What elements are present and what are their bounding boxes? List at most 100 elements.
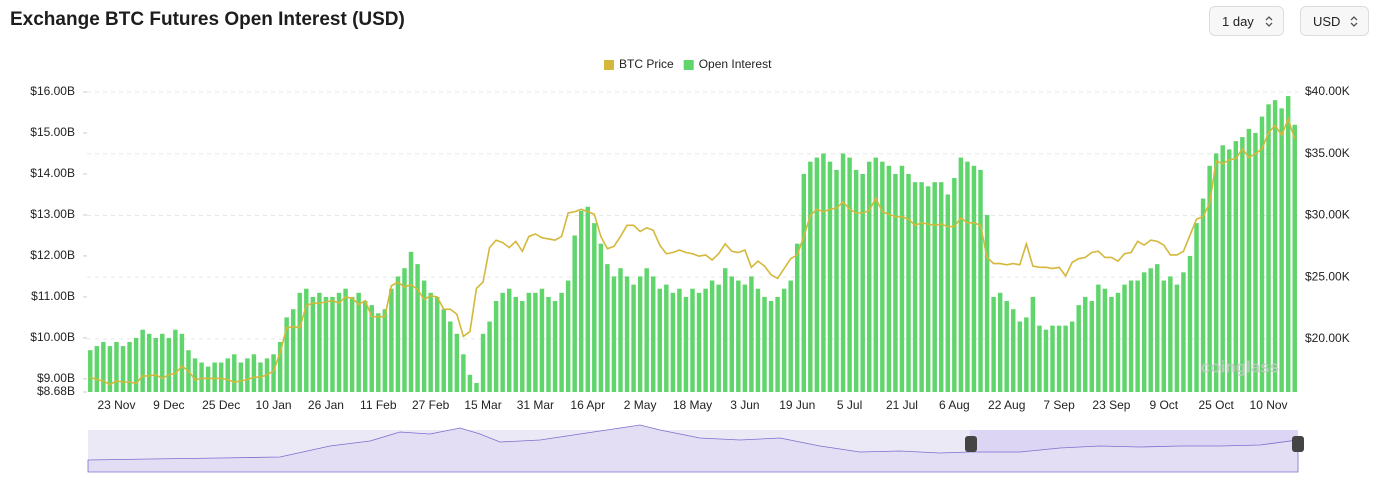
currency-select[interactable]: USD bbox=[1300, 6, 1369, 36]
bar bbox=[965, 161, 970, 392]
navigator-handle[interactable] bbox=[965, 436, 977, 452]
bar bbox=[284, 317, 289, 392]
y2-tick-label: $20.00K bbox=[1305, 331, 1350, 345]
x-tick-label: 11 Feb bbox=[360, 398, 397, 412]
page-title: Exchange BTC Futures Open Interest (USD) bbox=[10, 9, 405, 30]
bar bbox=[487, 321, 492, 392]
bar bbox=[939, 182, 944, 392]
bar bbox=[945, 194, 951, 392]
bar bbox=[160, 333, 165, 392]
bar bbox=[1030, 296, 1036, 392]
bar bbox=[513, 296, 518, 392]
bar bbox=[912, 182, 918, 392]
bar bbox=[94, 346, 100, 392]
bar bbox=[1011, 309, 1016, 392]
bar bbox=[749, 276, 754, 392]
bar bbox=[899, 165, 905, 392]
bar bbox=[853, 169, 859, 392]
bar bbox=[880, 161, 885, 392]
bar bbox=[631, 284, 636, 392]
bar bbox=[317, 292, 322, 392]
bar bbox=[402, 268, 407, 392]
bar bbox=[441, 309, 446, 392]
bar bbox=[107, 346, 113, 392]
bar bbox=[539, 288, 545, 392]
bar bbox=[421, 280, 427, 392]
bar bbox=[788, 280, 793, 392]
bar bbox=[467, 374, 473, 392]
bar bbox=[369, 305, 374, 392]
bar bbox=[245, 358, 250, 392]
bar bbox=[709, 280, 715, 392]
bar bbox=[1194, 223, 1199, 392]
bar bbox=[795, 243, 800, 392]
interval-label: 1 day bbox=[1222, 13, 1254, 29]
bar bbox=[382, 309, 388, 392]
bar bbox=[1148, 268, 1153, 392]
bar bbox=[644, 268, 649, 392]
bar bbox=[690, 288, 695, 392]
y2-tick-label: $30.00K bbox=[1305, 208, 1350, 222]
bar bbox=[1043, 329, 1049, 392]
bar bbox=[1187, 255, 1193, 392]
bar bbox=[755, 288, 761, 392]
bar bbox=[297, 292, 302, 392]
y2-tick-label: $25.00K bbox=[1305, 269, 1350, 283]
bar bbox=[814, 157, 820, 392]
y2-tick-label: $35.00K bbox=[1305, 146, 1350, 160]
bar bbox=[218, 362, 224, 392]
interval-select[interactable]: 1 day bbox=[1209, 6, 1284, 36]
x-tick-label: 22 Aug bbox=[988, 398, 1025, 412]
bar bbox=[1063, 325, 1068, 392]
bar bbox=[703, 288, 708, 392]
bar bbox=[847, 157, 852, 392]
bar bbox=[1024, 317, 1029, 392]
bar bbox=[840, 153, 846, 392]
bar bbox=[971, 165, 977, 392]
y-tick-label: $11.00B bbox=[31, 289, 75, 303]
bar bbox=[932, 182, 937, 392]
bar bbox=[736, 280, 741, 392]
bar bbox=[251, 354, 257, 392]
bar bbox=[808, 161, 813, 392]
bar bbox=[1155, 264, 1160, 392]
bar bbox=[310, 296, 316, 392]
bar bbox=[120, 346, 126, 392]
bar bbox=[657, 288, 662, 392]
bar bbox=[585, 206, 590, 392]
bar bbox=[1122, 284, 1127, 392]
x-tick-label: 26 Jan bbox=[308, 398, 344, 412]
bar bbox=[264, 358, 270, 392]
bar bbox=[1207, 165, 1212, 392]
x-tick-label: 16 Apr bbox=[570, 398, 605, 412]
bar bbox=[1050, 325, 1055, 392]
bar bbox=[886, 165, 892, 392]
bar bbox=[1161, 280, 1167, 392]
x-tick-label: 2 May bbox=[624, 398, 657, 412]
bar bbox=[1037, 325, 1042, 392]
bar bbox=[1200, 198, 1206, 392]
bar bbox=[677, 288, 682, 392]
bar bbox=[598, 243, 604, 392]
bar bbox=[565, 280, 571, 392]
bar bbox=[958, 157, 964, 392]
bar bbox=[834, 169, 839, 392]
x-tick-label: 7 Sep bbox=[1043, 398, 1075, 412]
bar bbox=[1246, 128, 1252, 392]
bar bbox=[277, 342, 283, 392]
bar bbox=[670, 292, 676, 392]
bar bbox=[114, 342, 119, 392]
bar bbox=[533, 292, 538, 392]
bar bbox=[1102, 288, 1108, 392]
x-tick-label: 9 Dec bbox=[153, 398, 184, 412]
navigator bbox=[87, 424, 1304, 473]
bar bbox=[88, 350, 93, 392]
navigator-handle[interactable] bbox=[1292, 436, 1304, 452]
bar bbox=[146, 333, 152, 392]
bar bbox=[611, 276, 617, 392]
bar bbox=[716, 284, 721, 392]
bar bbox=[860, 173, 865, 392]
bar bbox=[323, 296, 329, 392]
bar bbox=[1109, 296, 1114, 392]
